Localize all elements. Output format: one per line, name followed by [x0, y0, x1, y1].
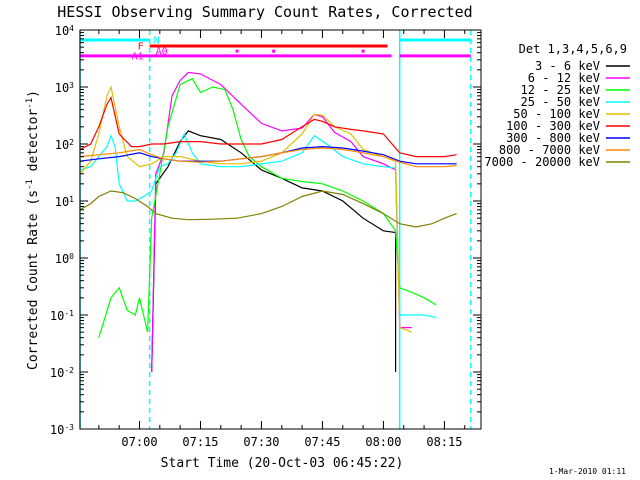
flag-dot-A0 — [272, 49, 276, 53]
x-tick-label: 07:45 — [304, 435, 340, 449]
flag-label-N: N — [154, 35, 160, 46]
flag-label-F: F — [138, 41, 144, 52]
legend-entry-label: 100 - 300 keV — [506, 119, 600, 133]
legend-title: Det 1,3,4,5,6,9 — [519, 42, 627, 56]
series-line-9 — [79, 190, 457, 228]
y-tick-label: 103 — [55, 81, 74, 96]
y-tick-label: 100 — [55, 252, 74, 267]
series-line-8 — [79, 147, 457, 168]
legend-entry-label: 25 - 50 keV — [521, 95, 600, 109]
plot-frame — [79, 29, 482, 430]
y-tick-label: 101 — [55, 195, 74, 210]
x-tick-label: 08:00 — [365, 435, 401, 449]
y-tick-label: 102 — [55, 138, 74, 153]
flag-label-A1: A1 — [132, 51, 144, 62]
series-line-2 — [151, 71, 412, 373]
footer-date: 1-Mar-2010 01:11 — [549, 467, 626, 476]
x-tick-label: 07:00 — [121, 435, 157, 449]
series-line-6 — [79, 96, 457, 158]
y-axis-label: Corrected Count Rate (s-1 detector-1) — [25, 90, 41, 370]
legend-entry-label: 3 - 6 keV — [535, 59, 600, 73]
series-line-3 — [98, 77, 437, 338]
y-tick-label: 10-3 — [50, 423, 74, 438]
axes: 104 103 102 101 100 10-1 10-2 10-3 07:00 07:15 07:… — [50, 24, 481, 449]
y-tick-label: 10-1 — [50, 309, 74, 324]
legend-entry-label: 7000 - 20000 keV — [484, 155, 600, 169]
x-axis-label: Start Time (20-Oct-03 06:45:22) — [161, 456, 404, 471]
y-tick-label: 104 — [55, 24, 74, 39]
series-line-1 — [151, 130, 397, 373]
legend-entry-label: 6 - 12 keV — [528, 71, 600, 85]
chart-title: HESSI Observing Summary Count Rates, Cor… — [57, 3, 472, 21]
legend-entry-label: 50 - 100 keV — [513, 107, 600, 121]
flag-label-A0: A0 — [156, 47, 168, 58]
x-tick-label: 07:30 — [243, 435, 279, 449]
x-tick-label: 08:15 — [426, 435, 462, 449]
y-tick-label: 10-2 — [50, 366, 74, 381]
legend-entry-label: 300 - 800 keV — [506, 131, 600, 145]
legend-entry-label: 12 - 25 keV — [521, 83, 600, 97]
plot-area: NF A0 A1 — [79, 30, 472, 429]
x-tick-label: 07:15 — [182, 435, 218, 449]
flag-dot-A0 — [361, 49, 365, 53]
flag-dot-A0 — [235, 49, 239, 53]
legend-entry-label: 800 - 7000 keV — [499, 143, 600, 157]
series-line-5 — [79, 85, 413, 333]
